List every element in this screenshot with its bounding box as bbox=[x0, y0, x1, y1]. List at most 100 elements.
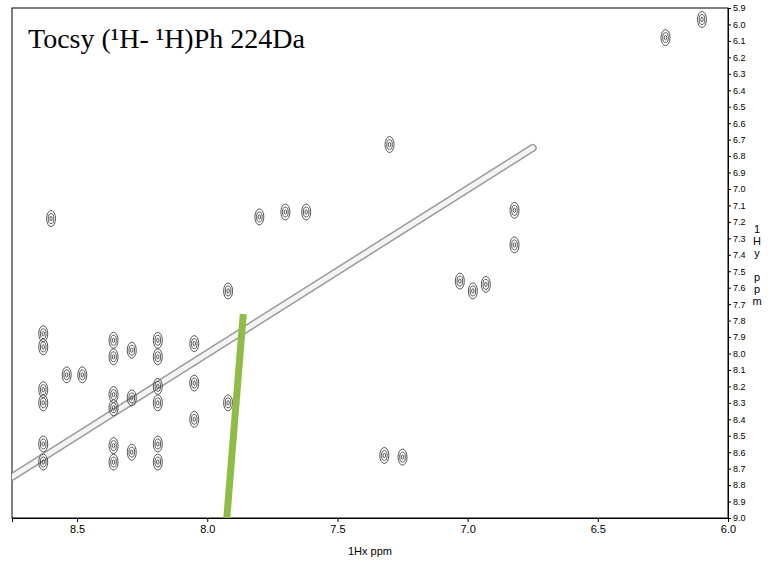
contour-ring bbox=[47, 211, 56, 227]
contour-ring bbox=[191, 414, 197, 424]
x-axis: 8.58.07.57.06.56.0 bbox=[13, 518, 737, 535]
marks bbox=[12, 12, 706, 477]
contour-ring bbox=[385, 137, 394, 153]
contour-ring bbox=[111, 457, 117, 467]
diagonal-band bbox=[12, 148, 533, 477]
contour-ring bbox=[697, 12, 706, 28]
contour-ring bbox=[155, 335, 161, 345]
cross-peak bbox=[385, 137, 394, 153]
cross-peak bbox=[109, 332, 118, 348]
contour-ring bbox=[39, 454, 48, 470]
y-tick-mark bbox=[728, 419, 731, 420]
cross-peak bbox=[39, 454, 48, 470]
contour-ring bbox=[472, 289, 474, 293]
x-tick: 8.0 bbox=[200, 518, 215, 535]
x-tick-mark bbox=[598, 518, 599, 522]
contour-ring bbox=[193, 381, 195, 385]
cross-peak bbox=[255, 209, 264, 225]
y-tick-label: 6.9 bbox=[733, 168, 746, 178]
contour-ring bbox=[191, 378, 197, 388]
y-tick-mark bbox=[728, 386, 731, 387]
y-tick-mark bbox=[728, 140, 731, 141]
y-tick: 7.2 bbox=[728, 217, 746, 227]
cross-peak bbox=[109, 400, 118, 416]
y-tick-mark bbox=[728, 452, 731, 453]
y-tick-label: 8.5 bbox=[733, 431, 746, 441]
contour-ring bbox=[513, 243, 515, 247]
cross-peak bbox=[109, 454, 118, 470]
contour-ring bbox=[512, 205, 518, 215]
contour-ring bbox=[485, 282, 487, 286]
y-tick-label: 7.7 bbox=[733, 300, 746, 310]
cross-peak bbox=[661, 30, 670, 46]
cross-peak bbox=[153, 395, 162, 411]
contour-ring bbox=[157, 401, 159, 405]
y-tick: 6.4 bbox=[728, 86, 746, 96]
y-tick: 6.0 bbox=[728, 20, 746, 30]
contour-ring bbox=[131, 348, 133, 352]
contour-ring bbox=[109, 438, 118, 454]
y-tick-label: 8.9 bbox=[733, 497, 746, 507]
contour-ring bbox=[387, 140, 393, 150]
x-tick-label: 8.0 bbox=[200, 523, 215, 535]
contour-ring bbox=[510, 237, 519, 253]
cross-peak bbox=[510, 202, 519, 218]
y-tick-label: 7.8 bbox=[733, 316, 746, 326]
cross-peak bbox=[153, 332, 162, 348]
contour-ring bbox=[129, 393, 135, 403]
contour-ring bbox=[111, 352, 117, 362]
cross-peak bbox=[697, 12, 706, 28]
y-tick-label: 7.3 bbox=[733, 234, 746, 244]
cross-peak bbox=[47, 211, 56, 227]
contour-ring bbox=[380, 447, 389, 463]
contour-ring bbox=[481, 276, 490, 292]
x-tick: 6.5 bbox=[591, 518, 606, 535]
cross-peak bbox=[281, 204, 290, 220]
y-tick: 6.7 bbox=[728, 135, 746, 145]
contour-ring bbox=[191, 339, 197, 349]
y-tick-label: 8.7 bbox=[733, 464, 746, 474]
contour-ring bbox=[40, 329, 46, 339]
x-tick-label: 7.0 bbox=[460, 523, 475, 535]
contour-ring bbox=[255, 209, 264, 225]
contour-ring bbox=[224, 395, 233, 411]
contour-ring bbox=[305, 210, 307, 214]
y-tick: 8.0 bbox=[728, 349, 746, 359]
x-tick-mark bbox=[337, 518, 338, 522]
contour-ring bbox=[78, 367, 87, 383]
contour-ring bbox=[663, 33, 669, 43]
y-tick-label: 9.0 bbox=[733, 513, 746, 523]
y-tick-mark bbox=[728, 238, 731, 239]
contour-ring bbox=[284, 210, 286, 214]
contour-ring bbox=[225, 286, 231, 296]
contour-ring bbox=[40, 342, 46, 352]
contour-ring bbox=[157, 355, 159, 359]
contour-ring bbox=[459, 279, 461, 283]
contour-ring bbox=[65, 373, 67, 377]
contour-ring bbox=[470, 286, 476, 296]
x-tick: 8.5 bbox=[70, 518, 85, 535]
y-tick: 6.9 bbox=[728, 168, 746, 178]
cross-peak bbox=[127, 342, 136, 358]
y-tick-label: 8.2 bbox=[733, 382, 746, 392]
cross-peak bbox=[39, 436, 48, 452]
y-tick-label: 7.0 bbox=[733, 184, 746, 194]
y-tick-label: 8.0 bbox=[733, 349, 746, 359]
y-axis: 5.96.06.16.26.36.46.56.66.76.86.97.07.17… bbox=[728, 3, 746, 523]
cross-peak bbox=[39, 339, 48, 355]
x-tick: 7.5 bbox=[330, 518, 345, 535]
contour-ring bbox=[42, 460, 44, 464]
y-tick-label: 6.5 bbox=[733, 102, 746, 112]
contour-ring bbox=[129, 447, 135, 457]
cross-peak bbox=[190, 411, 199, 427]
contour-ring bbox=[303, 207, 309, 217]
contour-ring bbox=[109, 332, 118, 348]
y-tick-label: 8.3 bbox=[733, 398, 746, 408]
contour-ring bbox=[155, 352, 161, 362]
cross-peak bbox=[224, 283, 233, 299]
y-tick: 8.6 bbox=[728, 448, 746, 458]
y-tick-label: 6.4 bbox=[733, 86, 746, 96]
contour-ring bbox=[153, 395, 162, 411]
contour-ring bbox=[109, 454, 118, 470]
cross-peak bbox=[153, 378, 162, 394]
